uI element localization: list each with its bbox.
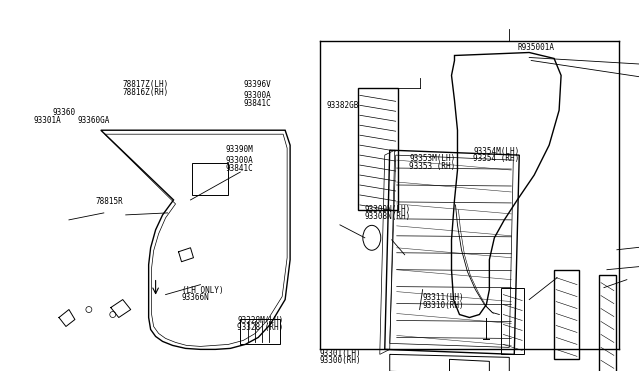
Text: R935001A: R935001A	[518, 43, 555, 52]
Text: 93328M(LH): 93328M(LH)	[237, 316, 284, 325]
Text: 93300A: 93300A	[243, 92, 271, 100]
Text: 78816Z(RH): 78816Z(RH)	[122, 88, 168, 97]
Bar	[193, 163, 228, 195]
Text: 93353 (RH): 93353 (RH)	[409, 162, 456, 171]
Text: 93309N(LH): 93309N(LH)	[365, 205, 411, 214]
Text: (LH ONLY): (LH ONLY)	[182, 286, 223, 295]
Text: 93360GA: 93360GA	[77, 116, 110, 125]
Bar	[240, 320, 280, 344]
Text: 93300A: 93300A	[226, 156, 253, 165]
Text: 93841C: 93841C	[226, 164, 253, 173]
Text: 93311(LH): 93311(LH)	[422, 294, 463, 302]
Text: 93841C: 93841C	[243, 99, 271, 108]
Text: 93390M: 93390M	[226, 145, 253, 154]
Text: 93301A: 93301A	[33, 116, 61, 125]
Bar	[501, 288, 524, 355]
Text: 93310(RH): 93310(RH)	[422, 301, 463, 310]
Text: 93360: 93360	[52, 108, 76, 117]
Text: 78817Z(LH): 78817Z(LH)	[122, 80, 168, 89]
Text: 93354 (RH): 93354 (RH)	[473, 154, 519, 164]
Bar	[554, 270, 579, 359]
Text: 93366N: 93366N	[182, 294, 209, 302]
Text: 78815R: 78815R	[95, 197, 124, 206]
Text: 93382GB: 93382GB	[326, 101, 359, 110]
Text: 93353M(LH): 93353M(LH)	[409, 154, 456, 164]
Text: 93301(LH): 93301(LH)	[320, 349, 362, 358]
Text: 93328 (RH): 93328 (RH)	[237, 323, 284, 332]
Text: 93396V: 93396V	[243, 80, 271, 89]
Text: 93354M(LH): 93354M(LH)	[473, 147, 519, 156]
Bar	[599, 275, 616, 372]
Bar	[358, 89, 397, 210]
Text: 93300(RH): 93300(RH)	[320, 356, 362, 365]
Text: 93308N(RH): 93308N(RH)	[365, 212, 411, 221]
